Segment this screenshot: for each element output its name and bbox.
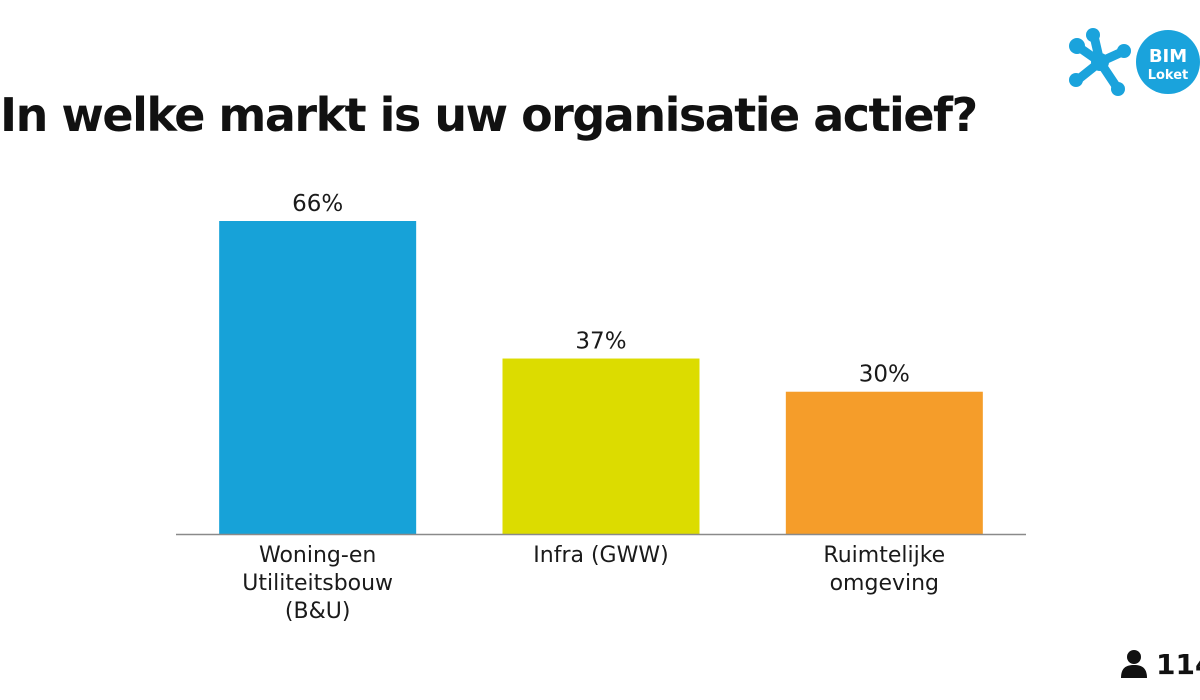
category-label-2: Infra (GWW) bbox=[533, 543, 668, 568]
category-label-3: Ruimtelijke omgeving bbox=[823, 543, 945, 596]
respondent-count: 114 bbox=[1120, 644, 1200, 684]
bar-value-label-1: 66% bbox=[292, 191, 343, 217]
bar-2 bbox=[502, 358, 700, 534]
logo-text-loket: Loket bbox=[1148, 68, 1189, 83]
page-title: In welke markt is uw organisatie actief? bbox=[0, 88, 978, 142]
molecule-icon bbox=[1069, 28, 1131, 96]
bim-loket-logo: BIM Loket bbox=[1064, 28, 1200, 96]
category-label-1: Woning-en Utiliteitsbouw (B&U) bbox=[242, 543, 393, 624]
bar-value-label-3: 30% bbox=[859, 362, 910, 388]
bar-value-label-2: 37% bbox=[575, 329, 626, 355]
bar-1 bbox=[219, 221, 417, 534]
bar-3 bbox=[785, 391, 983, 534]
respondent-count-value: 114 bbox=[1156, 647, 1200, 681]
person-icon bbox=[1121, 650, 1147, 678]
logo-text-bim: BIM bbox=[1149, 46, 1187, 67]
